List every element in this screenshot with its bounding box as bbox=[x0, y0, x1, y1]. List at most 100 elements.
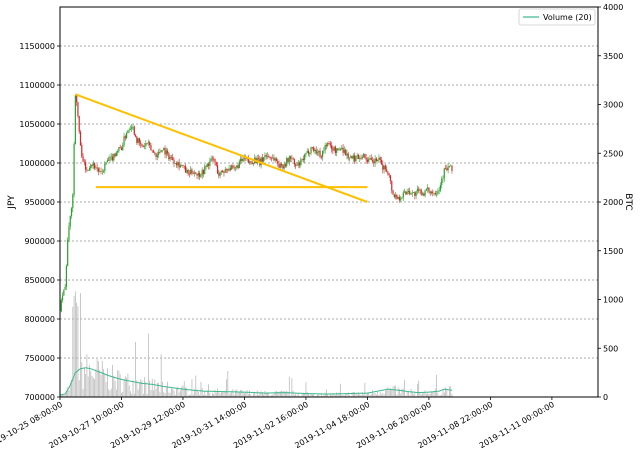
candle-body bbox=[233, 167, 235, 169]
candle-body bbox=[366, 159, 369, 162]
candle-body bbox=[104, 164, 106, 172]
candle-body bbox=[451, 165, 453, 171]
candle-body bbox=[318, 150, 320, 153]
candle-body bbox=[350, 156, 352, 158]
candle-body bbox=[167, 150, 169, 154]
legend-label: Volume (20) bbox=[543, 13, 592, 22]
candle-body bbox=[261, 157, 263, 162]
candle-body bbox=[134, 134, 137, 137]
candle-body bbox=[95, 167, 97, 169]
candle-body bbox=[293, 159, 296, 165]
candle-body bbox=[220, 170, 222, 173]
candle-body bbox=[342, 147, 344, 153]
candle-body bbox=[193, 172, 196, 174]
candle-body bbox=[281, 164, 283, 166]
candle-body bbox=[78, 115, 80, 132]
candle-body bbox=[400, 198, 402, 201]
candle-body bbox=[76, 95, 78, 103]
candle-body bbox=[63, 289, 65, 296]
candle-body bbox=[297, 162, 299, 166]
candle-body bbox=[357, 154, 360, 159]
candle-body bbox=[423, 193, 425, 196]
candle-body bbox=[345, 149, 347, 156]
candlesticks bbox=[60, 94, 453, 313]
candle-body bbox=[197, 173, 199, 176]
volume-moving-average bbox=[59, 367, 453, 396]
candle-body bbox=[219, 172, 221, 176]
trendlines bbox=[75, 93, 368, 203]
candle-body bbox=[343, 149, 345, 153]
candle-body bbox=[309, 152, 311, 154]
candle-body bbox=[336, 148, 338, 153]
candle-body bbox=[92, 163, 94, 166]
candle-body bbox=[382, 164, 384, 170]
candle-body bbox=[231, 165, 233, 170]
candle-body bbox=[325, 145, 328, 147]
candle-body bbox=[286, 158, 288, 167]
candle-body bbox=[99, 171, 101, 172]
candle-body bbox=[118, 147, 120, 152]
candle-body bbox=[416, 189, 418, 192]
candle-body bbox=[311, 147, 313, 148]
candle-body bbox=[383, 165, 385, 170]
candle-body bbox=[243, 157, 246, 159]
candle-body bbox=[324, 145, 326, 151]
candle-body bbox=[67, 239, 69, 266]
candle-body bbox=[64, 286, 66, 290]
candle-body bbox=[429, 191, 431, 194]
candle-body bbox=[437, 191, 439, 194]
candle-body bbox=[364, 154, 366, 158]
candle-body bbox=[257, 158, 260, 159]
candle-body bbox=[304, 154, 306, 160]
candle-body bbox=[179, 165, 182, 168]
candle-body bbox=[161, 150, 164, 151]
candle-body bbox=[370, 158, 372, 160]
candle-body bbox=[70, 208, 73, 217]
candle-body bbox=[447, 166, 449, 171]
candle-body bbox=[270, 158, 272, 159]
left-tick-label: 900000 bbox=[24, 237, 55, 246]
candle-body bbox=[207, 163, 210, 166]
candle-body bbox=[327, 142, 329, 147]
right-tick-label: 1500 bbox=[603, 247, 623, 256]
left-axis-label: JPY bbox=[7, 195, 17, 210]
candle-body bbox=[377, 159, 379, 162]
candle-body bbox=[237, 165, 239, 169]
candle-body bbox=[209, 160, 211, 166]
candle-body bbox=[201, 169, 203, 176]
candle-body bbox=[268, 155, 270, 157]
candle-body bbox=[384, 165, 386, 170]
candle-body bbox=[352, 155, 354, 159]
candle-body bbox=[403, 191, 406, 193]
candle-body bbox=[371, 159, 374, 162]
candle-body bbox=[420, 189, 422, 195]
candle-body bbox=[215, 162, 217, 166]
candle-body bbox=[242, 158, 244, 161]
candle-body bbox=[192, 173, 194, 175]
candle-body bbox=[90, 164, 92, 169]
candle-body bbox=[128, 129, 130, 131]
candle-body bbox=[419, 189, 421, 191]
legend-box bbox=[518, 8, 596, 26]
candle-body bbox=[204, 166, 206, 175]
candle-body bbox=[405, 191, 407, 195]
candle-body bbox=[274, 158, 276, 161]
left-tick-label: 1100000 bbox=[19, 81, 55, 90]
candle-body bbox=[412, 192, 415, 193]
candle-body bbox=[229, 168, 231, 170]
left-axis: 700000 750000 800000 850000 900000 950000 1000… bbox=[19, 42, 60, 402]
candle-body bbox=[354, 155, 356, 162]
candle-body bbox=[140, 142, 142, 145]
candle-body bbox=[387, 171, 389, 175]
candle-body bbox=[170, 156, 173, 158]
candle-body bbox=[206, 163, 208, 167]
candle-body bbox=[159, 152, 161, 153]
candle-body bbox=[147, 142, 149, 144]
candle-body bbox=[443, 168, 445, 179]
right-axis: 0 500 1000 1500 2000 2500 3000 3500 4000 bbox=[598, 3, 623, 402]
candle-body bbox=[73, 143, 75, 195]
candle-body bbox=[395, 194, 397, 198]
candle-body bbox=[365, 157, 367, 160]
candle-body bbox=[141, 144, 143, 147]
candle-body bbox=[240, 158, 242, 162]
